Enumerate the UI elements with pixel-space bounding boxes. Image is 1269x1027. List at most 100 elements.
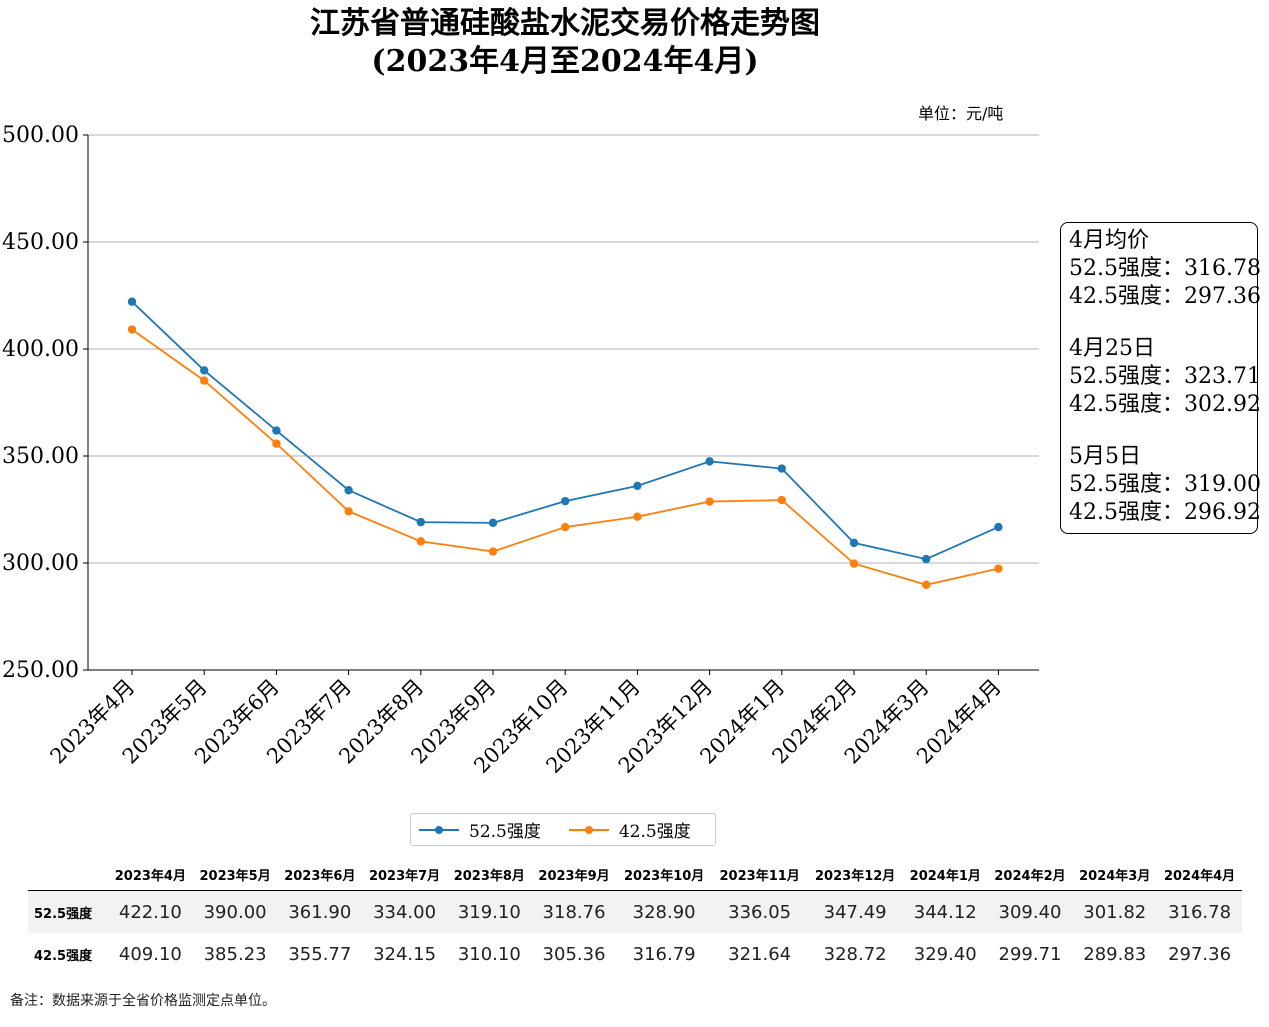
table-cell: 334.00	[362, 890, 447, 933]
unit-label: 单位：元/吨	[918, 104, 1004, 123]
table-column-header: 2024年3月	[1072, 858, 1158, 891]
info-value: 42.5强度：297.36	[1069, 284, 1261, 309]
table-column-header: 2024年1月	[902, 858, 988, 891]
table-cell: 321.64	[728, 943, 792, 965]
data-point	[777, 464, 786, 473]
table-cell: 289.83	[1083, 943, 1147, 965]
price-summary-box: 4月均价 52.5强度：316.78 42.5强度：297.36 4月25日 52.5强…	[1060, 222, 1261, 534]
legend-swatch	[568, 823, 609, 837]
table-column-header: 2023年9月	[531, 858, 617, 891]
chart-legend: 52.5强度 42.5强度	[410, 813, 716, 846]
table-cell: 328.72	[823, 943, 887, 965]
table-column-header: 2023年5月	[192, 858, 278, 891]
data-point	[849, 559, 859, 568]
table-cell: 390.00	[192, 890, 278, 933]
table-cell: 309.40	[987, 890, 1073, 933]
data-point	[777, 495, 786, 505]
info-heading: 5月5日	[1069, 444, 1141, 469]
table-column-header: 2024年4月	[1157, 858, 1242, 891]
data-point	[849, 538, 859, 548]
legend-item: 52.5强度	[419, 817, 541, 842]
price-data-table: 2023年4月 2023年5月 2023年6月 2023年7月 2023年8月 2023年…	[28, 858, 1242, 975]
table-cell: 347.49	[807, 890, 903, 933]
table-cell: 329.40	[913, 943, 977, 965]
table-cell: 422.10	[108, 890, 193, 933]
y-tick-label: 400.00	[2, 337, 79, 362]
table-cell: 319.10	[446, 890, 532, 933]
table-cell: 316.78	[1157, 890, 1242, 933]
y-tick-label: 350.00	[2, 444, 79, 469]
data-point	[416, 537, 425, 546]
table-column-header: 2023年12月	[807, 858, 903, 891]
table-cell: 385.23	[203, 943, 267, 965]
data-point	[200, 376, 209, 385]
data-point	[922, 580, 931, 589]
info-value: 52.5强度：316.78	[1069, 256, 1261, 281]
chart-subtitle: (2023年4月至2024年4月)	[371, 44, 759, 79]
legend-item: 42.5强度	[568, 817, 691, 842]
table-cell: 318.76	[531, 890, 617, 933]
table-cell: 301.82	[1072, 890, 1158, 933]
table-cell: 336.05	[711, 890, 808, 933]
y-tick-label: 500.00	[2, 123, 79, 148]
info-value: 52.5强度：319.00	[1069, 472, 1261, 497]
data-point	[416, 517, 425, 527]
legend-swatch	[419, 823, 459, 837]
table-column-header: 2023年4月	[108, 858, 193, 891]
table-row-header: 42.5强度	[34, 948, 93, 964]
data-point	[633, 512, 642, 521]
table-column-header: 2023年6月	[277, 858, 363, 891]
legend-label: 42.5强度	[618, 822, 691, 842]
table-cell: 355.77	[288, 943, 352, 965]
data-point	[705, 457, 714, 466]
legend-label: 52.5强度	[469, 822, 541, 842]
data-point	[994, 564, 1003, 573]
table-column-header: 2023年11月	[711, 858, 808, 891]
footnote: 备注：数据来源于全省价格监测定点单位。	[10, 993, 276, 1009]
data-point	[200, 366, 209, 375]
data-point	[344, 507, 353, 516]
table-cell: 310.10	[457, 943, 521, 965]
data-point	[633, 481, 642, 491]
data-point	[344, 486, 353, 495]
info-group: 5月5日 52.5强度：319.00 42.5强度：296.92	[1069, 443, 1261, 527]
data-point	[127, 297, 137, 306]
data-point	[561, 522, 570, 532]
table-column-header: 2024年2月	[987, 858, 1073, 891]
info-group: 4月均价 52.5强度：316.78 42.5强度：297.36	[1069, 227, 1261, 311]
y-tick-label: 300.00	[2, 551, 79, 576]
table-corner-cell	[28, 858, 108, 891]
table-cell: 361.90	[277, 890, 363, 933]
table-cell: 344.12	[902, 890, 988, 933]
table-cell: 324.15	[373, 943, 437, 965]
table-header-row: 2023年4月 2023年5月 2023年6月 2023年7月 2023年8月 2023年…	[28, 858, 1242, 891]
info-value: 42.5强度：296.92	[1069, 500, 1261, 525]
table-cell: 305.36	[542, 943, 606, 965]
data-point	[994, 522, 1003, 532]
info-group: 4月25日 52.5强度：323.71 42.5强度：302.92	[1069, 335, 1261, 419]
table-cell: 409.10	[118, 943, 182, 965]
table-cell: 299.71	[998, 943, 1062, 965]
info-value: 42.5强度：302.92	[1069, 392, 1261, 417]
info-heading: 4月均价	[1069, 228, 1149, 253]
y-tick-label: 450.00	[2, 230, 79, 255]
table-cell: 328.90	[616, 890, 712, 933]
table-cell: 297.36	[1168, 943, 1232, 965]
data-point	[561, 496, 570, 506]
data-point	[922, 554, 931, 564]
line-chart: 250.00300.00350.00400.00450.00500.002023…	[2, 123, 1039, 778]
table-row: 52.5强度 422.10 390.00 361.90 334.00 319.10 318.…	[28, 890, 1242, 933]
chart-title: 江苏省普通硅酸盐水泥交易价格走势图	[310, 6, 820, 41]
data-point	[272, 426, 281, 435]
data-point	[488, 518, 498, 528]
y-tick-label: 250.00	[2, 658, 79, 683]
table-column-header: 2023年7月	[362, 858, 447, 891]
table-body: 52.5强度 422.10 390.00 361.90 334.00 319.10 318.…	[28, 890, 1242, 976]
info-heading: 4月25日	[1069, 336, 1155, 361]
data-point	[127, 325, 137, 334]
table-row: 42.5强度 409.10 385.23 355.77 324.15 310.10 305.…	[28, 933, 1242, 975]
table-cell: 316.79	[632, 943, 696, 965]
data-point	[272, 439, 281, 448]
table-column-header: 2023年10月	[616, 858, 712, 891]
info-value: 52.5强度：323.71	[1069, 364, 1261, 389]
